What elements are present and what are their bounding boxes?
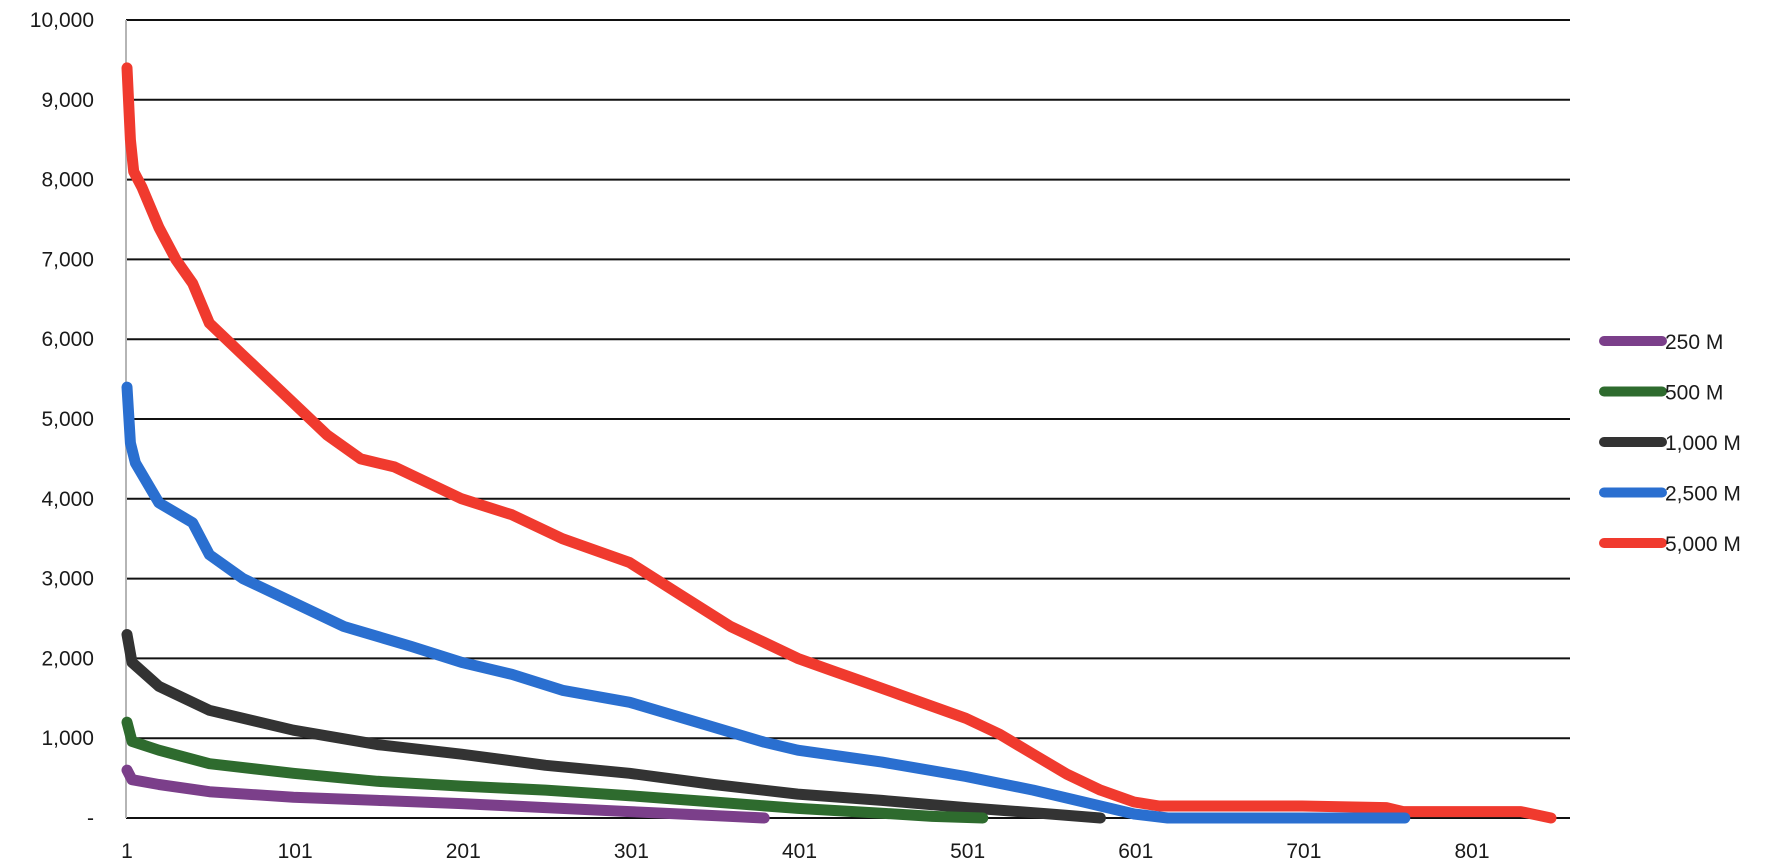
y-tick-label: 1,000 <box>41 727 94 750</box>
y-tick-label: 7,000 <box>41 248 94 271</box>
legend-label-2: 1,000 M <box>1665 432 1741 455</box>
y-tick-label: 5,000 <box>41 408 94 431</box>
legend-label-3: 2,500 M <box>1665 483 1741 506</box>
series-line-3 <box>127 387 1405 818</box>
x-tick-label: 301 <box>614 840 649 863</box>
y-tick-label: 8,000 <box>41 169 94 192</box>
y-axis-ticks: - 1,000 2,000 3,000 4,000 5,000 6,000 7,000 8,00… <box>30 9 94 830</box>
x-tick-label: 801 <box>1454 840 1489 863</box>
legend-label-1: 500 M <box>1665 382 1723 405</box>
legend: 250 M 500 M 1,000 M 2,500 M 5,000 M <box>1604 331 1741 556</box>
x-tick-label: 201 <box>446 840 481 863</box>
gridlines <box>126 20 1570 818</box>
y-tick-label: 3,000 <box>41 568 94 591</box>
x-axis-ticks: 1 101 201 301 401 501 601 701 801 <box>121 840 1489 863</box>
x-tick-label: 401 <box>782 840 817 863</box>
y-tick-label: 2,000 <box>41 647 94 670</box>
y-tick-label: 9,000 <box>41 89 94 112</box>
y-tick-label: 6,000 <box>41 328 94 351</box>
x-tick-label: 701 <box>1286 840 1321 863</box>
y-tick-label: 4,000 <box>41 488 94 511</box>
x-tick-label: 101 <box>278 840 313 863</box>
legend-label-0: 250 M <box>1665 331 1723 354</box>
legend-label-4: 5,000 M <box>1665 533 1741 556</box>
x-tick-label: 601 <box>1118 840 1153 863</box>
y-tick-label: - <box>87 807 94 830</box>
x-tick-label: 501 <box>950 840 985 863</box>
x-tick-label: 1 <box>121 840 133 863</box>
y-tick-label: 10,000 <box>30 9 94 32</box>
